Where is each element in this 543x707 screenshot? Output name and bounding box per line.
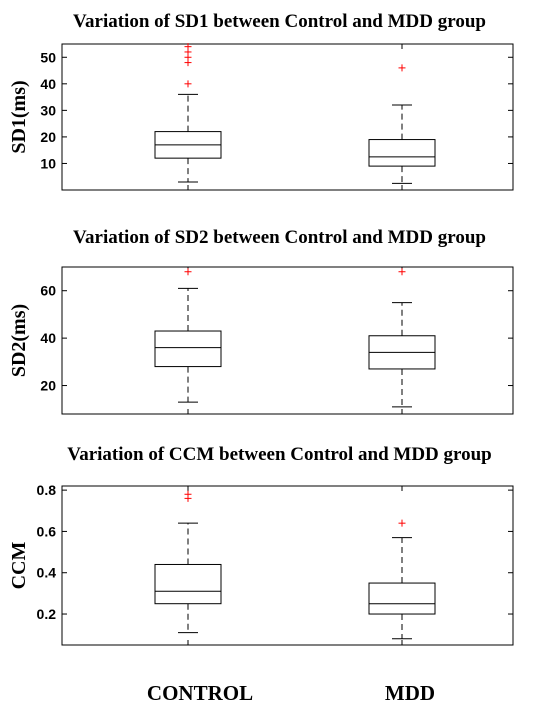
y-tick-label: 50: [40, 49, 56, 65]
outlier-marker: [184, 80, 192, 88]
outlier-marker: [184, 59, 192, 67]
iqr-box: [154, 330, 222, 368]
y-axis-label: SD2(ms): [8, 304, 30, 377]
panel-title: Variation of SD1 between Control and MDD…: [73, 11, 486, 32]
panel-2: Variation of SD2 between Control and MDD…: [8, 227, 514, 415]
outlier-marker: [184, 268, 192, 276]
plot-frame: [61, 43, 514, 191]
panel-title: Variation of SD2 between Control and MDD…: [73, 227, 486, 248]
plot-frame: [61, 266, 514, 415]
y-tick-label: 0.6: [37, 523, 57, 539]
panel-1: Variation of SD1 between Control and MDD…: [8, 11, 514, 191]
plot-frame: [61, 485, 514, 646]
y-tick-label: 0.4: [37, 565, 57, 581]
box-mdd: [368, 64, 436, 184]
y-tick-label: 60: [40, 283, 56, 299]
outlier-marker: [398, 519, 406, 527]
y-axis-label: CCM: [8, 541, 30, 589]
y-tick-label: 0.2: [37, 606, 57, 622]
iqr-box: [154, 563, 222, 605]
panel-title: Variation of CCM between Control and MDD…: [67, 444, 492, 465]
y-tick-label: 0.8: [37, 482, 57, 498]
box-control: [154, 268, 222, 403]
iqr-box: [368, 582, 436, 615]
y-tick-label: 20: [40, 129, 56, 145]
box-control: [154, 43, 222, 183]
y-tick-label: 10: [40, 155, 56, 171]
x-category-label-mdd: MDD: [385, 681, 435, 705]
x-category-label-control: CONTROL: [147, 681, 253, 705]
outlier-marker: [398, 268, 406, 276]
box-mdd: [368, 268, 436, 408]
panel-3: Variation of CCM between Control and MDD…: [8, 444, 514, 646]
y-tick-label: 30: [40, 102, 56, 118]
y-tick-label: 40: [40, 330, 56, 346]
y-tick-label: 40: [40, 76, 56, 92]
box-mdd: [368, 519, 436, 640]
outlier-marker: [398, 64, 406, 72]
outlier-marker: [184, 494, 192, 502]
box-control: [154, 490, 222, 634]
iqr-box: [368, 139, 436, 167]
y-axis-label: SD1(ms): [8, 80, 30, 153]
y-tick-label: 20: [40, 378, 56, 394]
